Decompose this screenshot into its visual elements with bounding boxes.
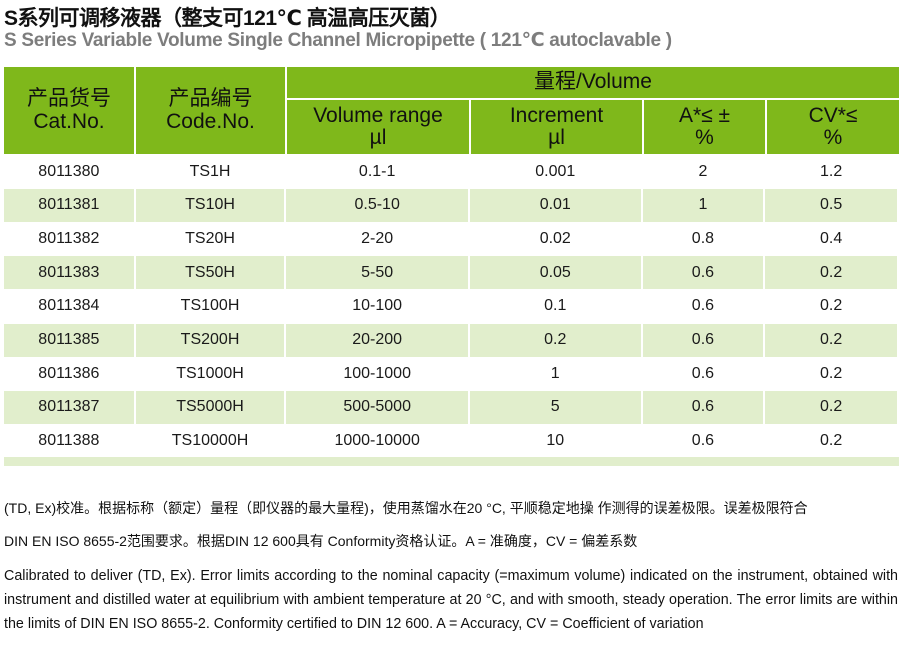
cell-cv: 0.2 [820,297,843,315]
cell-cat-no: 8011382 [38,229,100,247]
table-row: 8011386 TS1000H 100-1000 1 0.6 0.2 [4,357,899,390]
cell-volume-range: 5-50 [286,256,468,290]
cell-volume-range: 1000-10000 [334,432,420,450]
cell-code-no: TS10H [135,188,285,222]
header-code-en: Code.No. [166,109,255,133]
header-code-cn: 产品编号 [168,87,253,111]
cell-volume-range: 2-20 [361,229,394,247]
cell-increment: 0.05 [469,256,641,290]
header-cv: CV*≤% [767,100,899,154]
cell-increment: 0.01 [469,188,641,222]
cell-cat-no: 8011385 [4,323,134,357]
header-cv-unit: % [823,126,843,149]
header-inc-unit: µl [548,126,565,149]
cell-cat-no: 8011383 [4,256,134,290]
cell-cv: 0.2 [765,256,897,290]
cell-volume-range: 20-200 [286,323,468,357]
cell-increment: 0.1 [544,297,567,315]
cell-accuracy: 1 [642,188,764,222]
note-english: Calibrated to deliver (TD, Ex). Error li… [4,568,898,632]
cell-code-no: TS200H [135,323,285,357]
cell-cv: 0.2 [820,364,843,382]
table-row: 8011385 TS200H 20-200 0.2 0.6 0.2 [4,323,899,357]
table-row: 8011383 TS50H 5-50 0.05 0.6 0.2 [4,256,899,290]
cell-cv: 0.4 [820,229,843,247]
cell-code-no: TS100H [180,297,240,315]
cell-code-no: TS20H [185,229,235,247]
cell-accuracy: 0.6 [691,432,715,450]
table-footer-bar [4,457,899,466]
header-range-label: Volume range [313,103,443,127]
header-increment: Increment µl [471,100,642,154]
cell-volume-range: 100-1000 [343,364,411,382]
cell-cat-no: 8011384 [38,297,100,315]
cell-accuracy: 0.6 [642,390,764,424]
header-cat-cn: 产品货号 [27,87,111,111]
title-chinese: S系列可调移液器（整支可121℃ 高温高压灭菌） [4,7,451,30]
cell-accuracy: 0.6 [691,364,715,382]
cell-code-no: TS50H [135,256,285,290]
header-volume-range: Volume range µl [287,100,469,154]
cell-code-no: TS5000H [135,390,285,424]
cell-increment: 0.02 [539,229,571,247]
cell-accuracy: 0.8 [691,229,715,247]
cell-volume-range: 10-100 [352,297,403,315]
cell-accuracy: 0.6 [642,323,764,357]
cell-accuracy: 0.6 [691,297,715,315]
cell-cat-no: 8011380 [38,162,100,180]
table-row: 8011382 TS20H 2-20 0.02 0.8 0.4 [4,222,899,255]
header-range-unit: µl [369,126,387,149]
header-cv-label: CV*≤ [808,103,858,127]
cell-increment: 5 [469,390,641,424]
table-row: 8011381 TS10H 0.5-10 0.01 1 0.5 [4,188,899,222]
cell-cv: 0.5 [765,188,897,222]
cell-cat-no: 8011386 [38,364,100,382]
cell-volume-range: 0.1-1 [358,162,396,180]
cell-increment: 0.2 [469,323,641,357]
cell-code-no: TS1000H [176,364,244,382]
cell-increment: 10 [546,432,565,450]
cell-accuracy: 2 [698,162,708,180]
table-row: 8011384 TS100H 10-100 0.1 0.6 0.2 [4,290,899,323]
header-code-no: 产品编号 Code.No. [136,67,285,154]
header-inc-label: Increment [509,103,604,127]
cell-cat-no: 8011388 [38,432,100,450]
header-cat-en: Cat.No. [33,109,105,133]
cell-cat-no: 8011387 [4,390,134,424]
cell-cv: 0.2 [820,432,843,450]
header-cat-no: 产品货号 Cat.No. [4,67,134,154]
cell-cv: 0.2 [765,390,897,424]
header-acc-label: A*≤ ± [678,103,731,127]
header-accuracy: A*≤ ±% [644,100,765,154]
cell-increment: 0.001 [535,162,576,180]
note-cn-line1: (TD, Ex)校准。根据标称（额定）量程（即仪器的最大量程)，使用蒸馏水在20… [4,500,808,516]
table-row: 8011387 TS5000H 500-5000 5 0.6 0.2 [4,390,899,424]
cell-cat-no: 8011381 [4,188,134,222]
cell-code-no: TS10000H [171,432,249,450]
cell-increment: 1 [550,364,560,382]
table-row: 8011380 TS1H 0.1-1 0.001 2 1.2 [4,155,899,188]
title-english: S Series Variable Volume Single Channel … [4,30,672,51]
table-row: 8011388 TS10000H 1000-10000 10 0.6 0.2 [4,425,899,458]
cell-code-no: TS1H [189,162,231,180]
header-volume-group: 量程/Volume [287,67,899,98]
cell-cv: 1.2 [820,162,843,180]
cell-volume-range: 0.5-10 [286,188,468,222]
note-cn-line2: DIN EN ISO 8655-2范围要求。根据DIN 12 600具有 Con… [4,533,638,549]
cell-cv: 0.2 [765,323,897,357]
cell-volume-range: 500-5000 [286,390,468,424]
header-acc-unit: % [695,126,714,149]
cell-accuracy: 0.6 [642,256,764,290]
